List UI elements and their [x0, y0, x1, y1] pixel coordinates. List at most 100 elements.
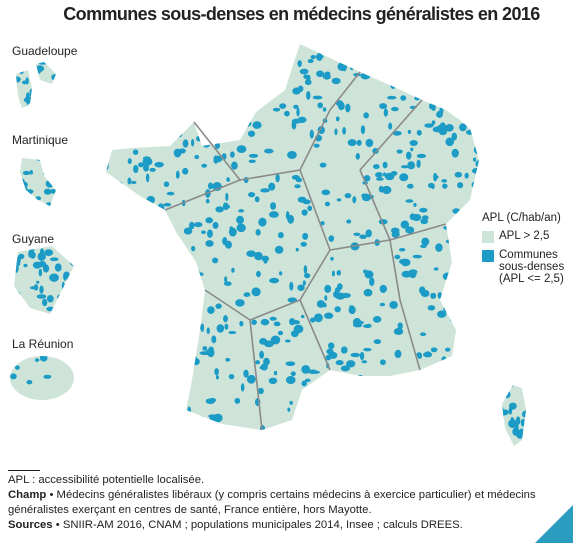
- underserved-area: [390, 80, 396, 90]
- underserved-area: [185, 86, 194, 90]
- swatch: [482, 250, 494, 262]
- underserved-area: [140, 100, 150, 107]
- underserved-area: [274, 55, 280, 64]
- underserved-area: [192, 70, 198, 76]
- underserved-area: [287, 407, 291, 412]
- underserved-area: [152, 99, 160, 105]
- underserved-area: [467, 306, 472, 310]
- underserved-area: [63, 271, 70, 280]
- underserved-area: [230, 151, 235, 158]
- underserved-area: [468, 217, 477, 222]
- underserved-area: [153, 377, 163, 382]
- underserved-area: [300, 241, 307, 247]
- underserved-area: [350, 47, 355, 57]
- underserved-area: [397, 322, 403, 330]
- underserved-area: [509, 402, 517, 410]
- underserved-area: [355, 153, 360, 160]
- underserved-area: [282, 53, 289, 62]
- underserved-area: [145, 59, 151, 67]
- underserved-area: [146, 195, 156, 204]
- underserved-area: [196, 135, 202, 142]
- underserved-area: [25, 77, 29, 85]
- underserved-area: [437, 124, 445, 129]
- underserved-area: [240, 383, 245, 392]
- underserved-area: [120, 196, 125, 206]
- underserved-area: [188, 342, 196, 348]
- underserved-area: [523, 423, 526, 432]
- underserved-area: [372, 408, 382, 415]
- underserved-area: [413, 202, 417, 207]
- underserved-area: [167, 279, 172, 285]
- underserved-area: [336, 198, 342, 202]
- underserved-area: [198, 424, 203, 431]
- underserved-area: [300, 314, 305, 319]
- underserved-area: [360, 125, 366, 135]
- underserved-area: [297, 284, 305, 291]
- underserved-area: [407, 129, 412, 135]
- underserved-area: [339, 44, 347, 49]
- underserved-area: [375, 177, 384, 181]
- underserved-area: [463, 419, 473, 426]
- underserved-area: [215, 303, 222, 309]
- underserved-area: [405, 199, 414, 203]
- underserved-area: [116, 87, 124, 95]
- underserved-area: [423, 60, 430, 65]
- underserved-area: [133, 164, 139, 174]
- underserved-area: [113, 386, 119, 391]
- underserved-area: [107, 417, 117, 427]
- underserved-area: [301, 209, 308, 216]
- underserved-area: [123, 118, 132, 125]
- underserved-area: [503, 390, 511, 399]
- underserved-area: [451, 148, 459, 158]
- underserved-area: [36, 90, 41, 96]
- underserved-area: [19, 181, 28, 188]
- underserved-area: [113, 410, 118, 419]
- underserved-area: [127, 59, 133, 65]
- underserved-area: [189, 269, 200, 275]
- underserved-area: [344, 192, 352, 199]
- underserved-area: [304, 378, 311, 383]
- underserved-area: [64, 299, 72, 308]
- underserved-area: [390, 106, 399, 112]
- underserved-area: [201, 230, 206, 235]
- underserved-area: [445, 69, 453, 77]
- underserved-area: [320, 221, 325, 226]
- underserved-area: [163, 266, 173, 271]
- note-text: • Médecins généralistes libéraux (y comp…: [8, 489, 536, 516]
- underserved-area: [121, 292, 130, 298]
- underserved-area: [445, 347, 451, 352]
- underserved-area: [418, 395, 429, 403]
- underserved-area: [357, 427, 362, 434]
- underserved-area: [151, 217, 160, 221]
- underserved-area: [321, 401, 329, 408]
- underserved-area: [356, 430, 366, 437]
- underserved-area: [454, 171, 463, 178]
- underserved-area: [238, 209, 245, 213]
- underserved-area: [37, 252, 46, 261]
- underserved-area: [130, 331, 140, 339]
- underserved-area: [465, 280, 471, 288]
- underserved-area: [382, 161, 388, 169]
- underserved-area: [290, 371, 296, 377]
- underserved-area: [338, 385, 342, 392]
- underserved-area: [450, 283, 459, 289]
- underserved-area: [446, 383, 455, 388]
- underserved-area: [453, 380, 462, 384]
- underserved-area: [255, 360, 261, 365]
- underserved-area: [159, 50, 169, 58]
- underserved-area: [252, 47, 257, 54]
- underserved-area: [33, 68, 42, 75]
- underserved-area: [145, 95, 150, 101]
- underserved-area: [154, 395, 164, 400]
- underserved-area: [166, 191, 175, 196]
- underserved-area: [166, 80, 176, 85]
- underserved-area: [363, 112, 369, 119]
- underserved-area: [324, 201, 331, 207]
- underserved-area: [154, 161, 164, 168]
- underserved-area: [224, 323, 229, 330]
- underserved-area: [302, 280, 306, 286]
- underserved-area: [101, 424, 111, 430]
- underserved-area: [135, 367, 146, 371]
- underserved-area: [141, 209, 147, 218]
- underserved-area: [472, 167, 481, 174]
